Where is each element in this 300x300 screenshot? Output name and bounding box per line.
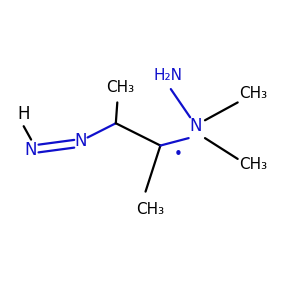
Text: N: N: [25, 141, 38, 159]
Text: CH₃: CH₃: [106, 80, 134, 95]
Text: H: H: [17, 105, 30, 123]
Text: CH₃: CH₃: [136, 202, 164, 217]
Text: H₂N: H₂N: [153, 68, 182, 83]
Text: •: •: [174, 147, 183, 162]
Text: N: N: [74, 132, 86, 150]
Text: N: N: [190, 117, 202, 135]
Text: CH₃: CH₃: [239, 158, 267, 172]
Text: CH₃: CH₃: [239, 86, 267, 101]
